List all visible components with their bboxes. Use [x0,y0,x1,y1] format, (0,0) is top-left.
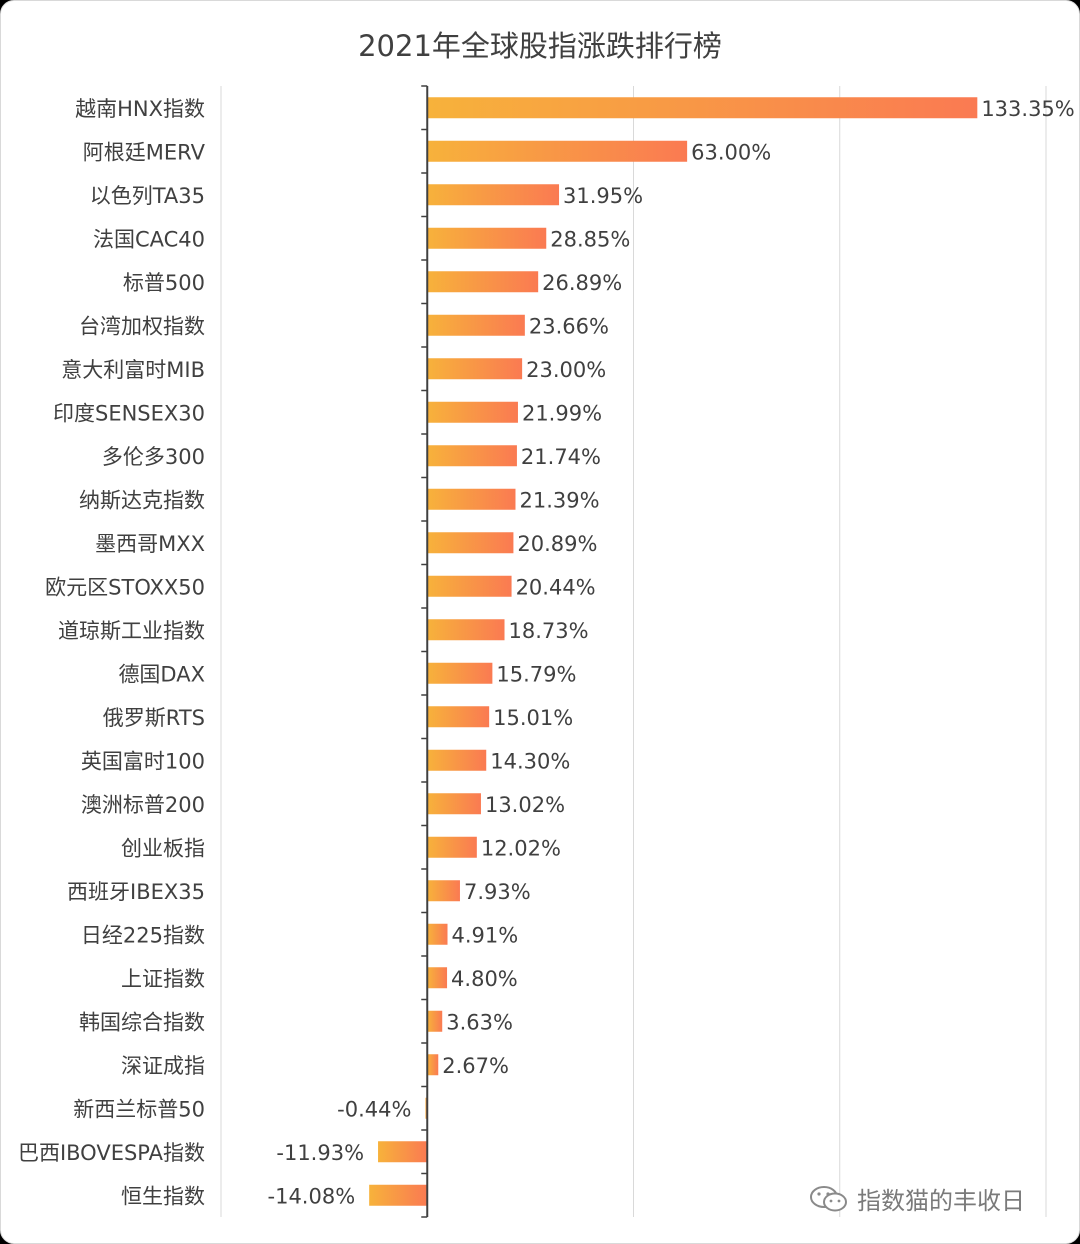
data-label: 3.63% [446,1010,513,1034]
category-label: 英国富时100 [81,749,205,773]
category-label: 俄罗斯RTS [103,706,205,730]
data-label: 20.44% [516,575,596,599]
data-label: 31.95% [563,184,643,208]
category-label: 台湾加权指数 [79,314,205,338]
category-label: 日经225指数 [81,923,205,947]
data-label: 13.02% [485,793,565,817]
data-label: 21.39% [519,488,599,512]
bar [427,532,514,554]
bar [427,358,523,380]
data-label: 12.02% [481,836,561,860]
data-label: 23.00% [526,358,606,382]
category-label: 道琼斯工业指数 [58,619,205,643]
watermark-text: 指数猫的丰收日 [857,1187,1025,1215]
bar [427,1054,439,1076]
category-label: 越南HNX指数 [75,97,205,121]
data-label: 26.89% [542,271,622,295]
category-label: 意大利富时MIB [61,358,205,382]
category-label: 标普500 [123,271,205,295]
category-label: 以色列TA35 [90,184,205,208]
bar [427,836,477,858]
bar [427,227,547,249]
data-label: -0.44% [337,1097,411,1121]
data-label: 133.35% [981,97,1074,121]
bar [427,793,481,815]
data-label: 7.93% [464,880,531,904]
data-label: -11.93% [276,1141,364,1165]
data-label: 21.74% [521,445,601,469]
bar [427,923,448,945]
bar [427,880,460,902]
bar [427,401,518,423]
wechat-icon [809,1184,849,1214]
data-label: 4.80% [451,967,518,991]
category-label: 纳斯达克指数 [79,488,205,512]
data-label: 20.89% [517,532,597,556]
bar [427,140,688,162]
category-label: 西班牙IBEX35 [67,880,205,904]
bar [427,314,525,336]
bar [369,1184,428,1206]
bar [427,967,448,989]
category-label: 韩国综合指数 [79,1010,205,1034]
category-label: 上证指数 [121,967,205,991]
bar [427,488,516,510]
category-label: 恒生指数 [121,1184,205,1208]
category-label: 墨西哥MXX [95,532,205,556]
bar [427,271,539,293]
bar [427,619,505,641]
category-label: 巴西IBOVESPA指数 [18,1141,205,1165]
bar [427,749,487,771]
category-label: 欧元区STOXX50 [45,575,205,599]
data-label: 23.66% [529,314,609,338]
category-label: 深证成指 [121,1054,205,1078]
category-label: 新西兰标普50 [73,1097,205,1121]
bar [427,706,490,728]
data-label: 63.00% [691,140,771,164]
data-label: 14.30% [490,749,570,773]
data-label: 4.91% [452,923,519,947]
data-label: -14.08% [268,1184,356,1208]
category-label: 创业板指 [121,836,205,860]
category-label: 阿根廷MERV [83,140,206,164]
category-label: 印度SENSEX30 [53,401,205,425]
data-label: 18.73% [509,619,589,643]
bar [427,445,517,467]
bar [427,97,978,119]
category-label: 澳洲标普200 [81,793,205,817]
category-label: 法国CAC40 [93,227,205,251]
data-label: 2.67% [442,1054,509,1078]
bar [427,1010,443,1032]
bar [378,1141,428,1163]
bar [427,184,560,206]
data-label: 21.99% [522,401,602,425]
bar [427,575,512,597]
data-label: 15.79% [496,662,576,686]
data-label: 15.01% [493,706,573,730]
data-label: 28.85% [550,227,630,251]
bar [427,662,493,684]
category-label: 多伦多300 [102,445,205,469]
watermark: 指数猫的丰收日 [809,1181,1025,1216]
chart-title: 2021年全球股指涨跌排行榜 [358,29,722,63]
category-label: 德国DAX [118,662,205,686]
